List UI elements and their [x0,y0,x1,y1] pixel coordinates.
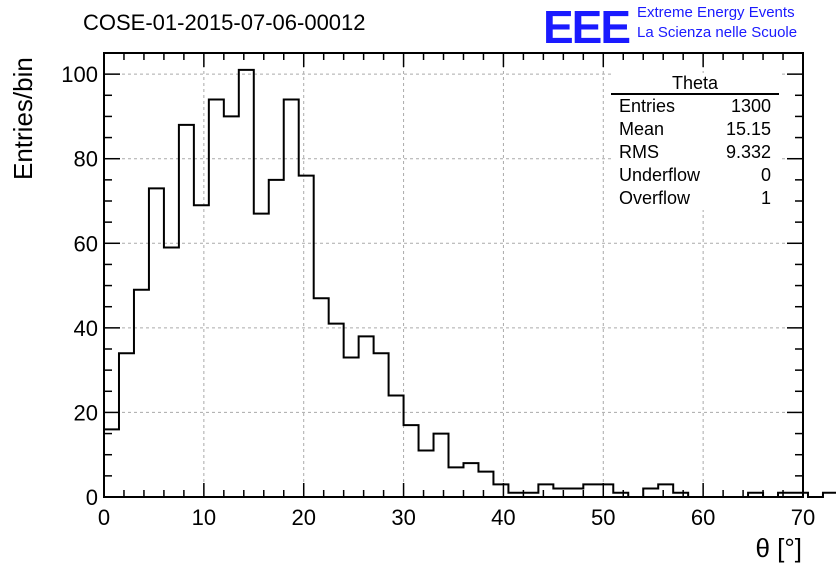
stats-value: 15.15 [725,119,771,139]
histogram-bin [553,489,568,497]
y-tick-label: 100 [61,62,98,87]
x-tick-label: 0 [98,505,110,530]
histogram-bin [179,125,194,497]
stats-value: 1 [760,188,771,208]
histogram-bin [658,484,673,497]
histogram-bin [374,353,389,497]
histogram-bin [149,188,164,497]
histogram-bin [104,429,119,497]
histogram-bin [493,484,508,497]
y-tick-label: 0 [86,485,98,510]
chart-title: COSE-01-2015-07-06-00012 [83,10,366,35]
histogram-bin [299,176,314,497]
histogram-bin [478,472,493,497]
x-tick-label: 30 [391,505,415,530]
histogram-bin [209,100,224,497]
logo-line-1: Extreme Energy Events [637,4,795,21]
stats-value: 0 [760,165,771,185]
histogram-bin [583,484,598,497]
histogram-bin [194,205,209,497]
x-tick-label: 60 [691,505,715,530]
y-tick-label: 60 [74,231,98,256]
stats-label: Overflow [619,188,691,208]
stats-label: RMS [619,142,659,162]
y-tick-label: 80 [74,147,98,172]
stats-row-rms: RMS 9.332 [611,141,779,164]
stats-row-mean: Mean 15.15 [611,118,779,141]
histogram-bin [134,290,149,497]
stats-label: Underflow [619,165,701,185]
histogram-bin [164,248,179,497]
stats-value: 9.332 [725,142,771,162]
histogram-bin [284,100,299,497]
stats-row-entries: Entries 1300 [611,95,779,118]
x-tick-label: 10 [192,505,216,530]
stats-row-underflow: Underflow 0 [611,164,779,187]
histogram-bin [568,489,583,497]
logo-line-2: La Scienza nelle Scuole [637,24,798,41]
x-axis-label: θ [°] [755,533,802,563]
histogram-bin [269,180,284,497]
x-tick-label: 20 [291,505,315,530]
histogram-bin [314,298,329,497]
x-tick-label: 70 [791,505,815,530]
histogram-bin [538,484,553,497]
histogram-bin [463,463,478,497]
histogram-bin [643,489,658,497]
stats-title: Theta [611,73,779,95]
stats-box: Theta Entries 1300 Mean 15.15 RMS 9.332 … [611,73,779,210]
histogram-bin [598,484,613,497]
histogram-bin [419,450,434,497]
histogram-bin [119,353,134,497]
histogram-series [103,68,836,498]
y-tick-label: 40 [74,316,98,341]
histogram-bin [434,434,449,497]
stats-label: Mean [619,119,665,139]
histogram-bin [449,467,464,497]
stats-value: 1300 [730,96,771,116]
histogram-bin [359,336,374,497]
y-tick-label: 20 [74,400,98,425]
histogram-bin [344,357,359,497]
histogram-bin [823,493,836,497]
histogram-bin [254,214,269,497]
y-axis-label: Entries/bin [8,57,38,180]
x-tick-label: 40 [491,505,515,530]
histogram-bin [404,425,419,497]
x-tick-label: 50 [591,505,615,530]
plot-frame [103,52,804,498]
histogram-bin [329,324,344,497]
histogram-bin [389,396,404,497]
histogram-bin [239,70,254,497]
stats-label: Entries [619,96,676,116]
eee-logo: EEE [543,1,631,53]
histogram-bin [224,116,239,497]
stats-row-overflow: Overflow 1 [611,187,779,210]
